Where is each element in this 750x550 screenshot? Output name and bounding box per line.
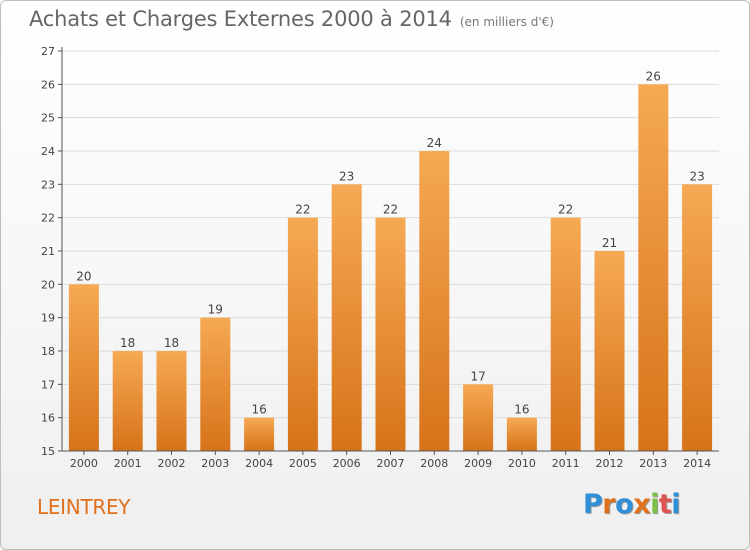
bar-value-label: 21 [602,236,617,250]
y-tick-label: 26 [41,78,55,91]
y-tick-label: 15 [41,445,55,458]
bar [463,384,494,451]
bar-value-label: 19 [208,303,223,317]
x-tick-label: 2009 [464,457,492,470]
y-tick-label: 19 [41,312,55,325]
bar-value-label: 26 [646,69,661,83]
bar-value-label: 22 [558,203,573,217]
x-tick-label: 2004 [245,457,273,470]
y-tick-label: 24 [41,145,55,158]
bar [200,317,231,451]
x-tick-label: 2007 [377,457,405,470]
logo-letter: t [658,489,672,520]
bar-value-label: 18 [120,336,135,350]
bar-value-label: 23 [339,169,354,183]
x-tick-label: 2011 [552,457,580,470]
chart-title-main: Achats et Charges Externes 2000 à 2014 [29,7,452,31]
logo-letter: r [602,489,616,520]
y-tick-label: 21 [41,245,55,258]
bar [156,351,187,451]
bar [682,184,713,452]
bar [506,417,537,451]
x-tick-label: 2002 [158,457,186,470]
y-tick-label: 27 [41,45,55,58]
bar [375,217,406,451]
bar [68,284,99,451]
x-tick-label: 2005 [289,457,317,470]
logo-letter: i [650,489,659,520]
bar-value-label: 22 [295,203,310,217]
bar [419,151,450,451]
bar-value-label: 20 [76,269,91,283]
bar [331,184,362,452]
y-tick-label: 22 [41,212,55,225]
y-tick-label: 25 [41,112,55,125]
commune-name: LEINTREY [37,495,131,519]
x-tick-label: 2010 [508,457,536,470]
logo-letter: x [633,489,651,520]
bar [550,217,581,451]
y-tick-label: 16 [41,412,55,425]
x-tick-label: 2000 [70,457,98,470]
y-tick-label: 20 [41,278,55,291]
bar-value-label: 23 [689,169,704,183]
bar [594,251,625,451]
bar-value-label: 16 [514,403,529,417]
bar [112,351,143,451]
x-tick-label: 2006 [333,457,361,470]
x-tick-label: 2014 [683,457,711,470]
bar-value-label: 24 [427,136,442,150]
x-tick-label: 2003 [201,457,229,470]
bar [244,417,275,451]
x-tick-label: 2001 [114,457,142,470]
y-tick-label: 18 [41,345,55,358]
chart-title: Achats et Charges Externes 2000 à 2014 (e… [29,7,554,31]
bar-value-label: 18 [164,336,179,350]
logo-letter: o [615,489,634,520]
bar-value-label: 16 [251,403,266,417]
bar-value-label: 22 [383,203,398,217]
logo-letter: P [583,489,603,520]
bar-value-label: 17 [470,369,485,383]
x-tick-label: 2012 [596,457,624,470]
y-tick-label: 17 [41,378,55,391]
x-tick-label: 2013 [639,457,667,470]
logo-letter: i [671,489,681,520]
y-tick-label: 23 [41,178,55,191]
bar [287,217,318,451]
chart-title-unit: (en milliers d'€) [459,15,554,29]
x-tick-label: 2008 [420,457,448,470]
proxiti-logo: Proxiti [583,489,681,520]
bar [638,84,669,451]
